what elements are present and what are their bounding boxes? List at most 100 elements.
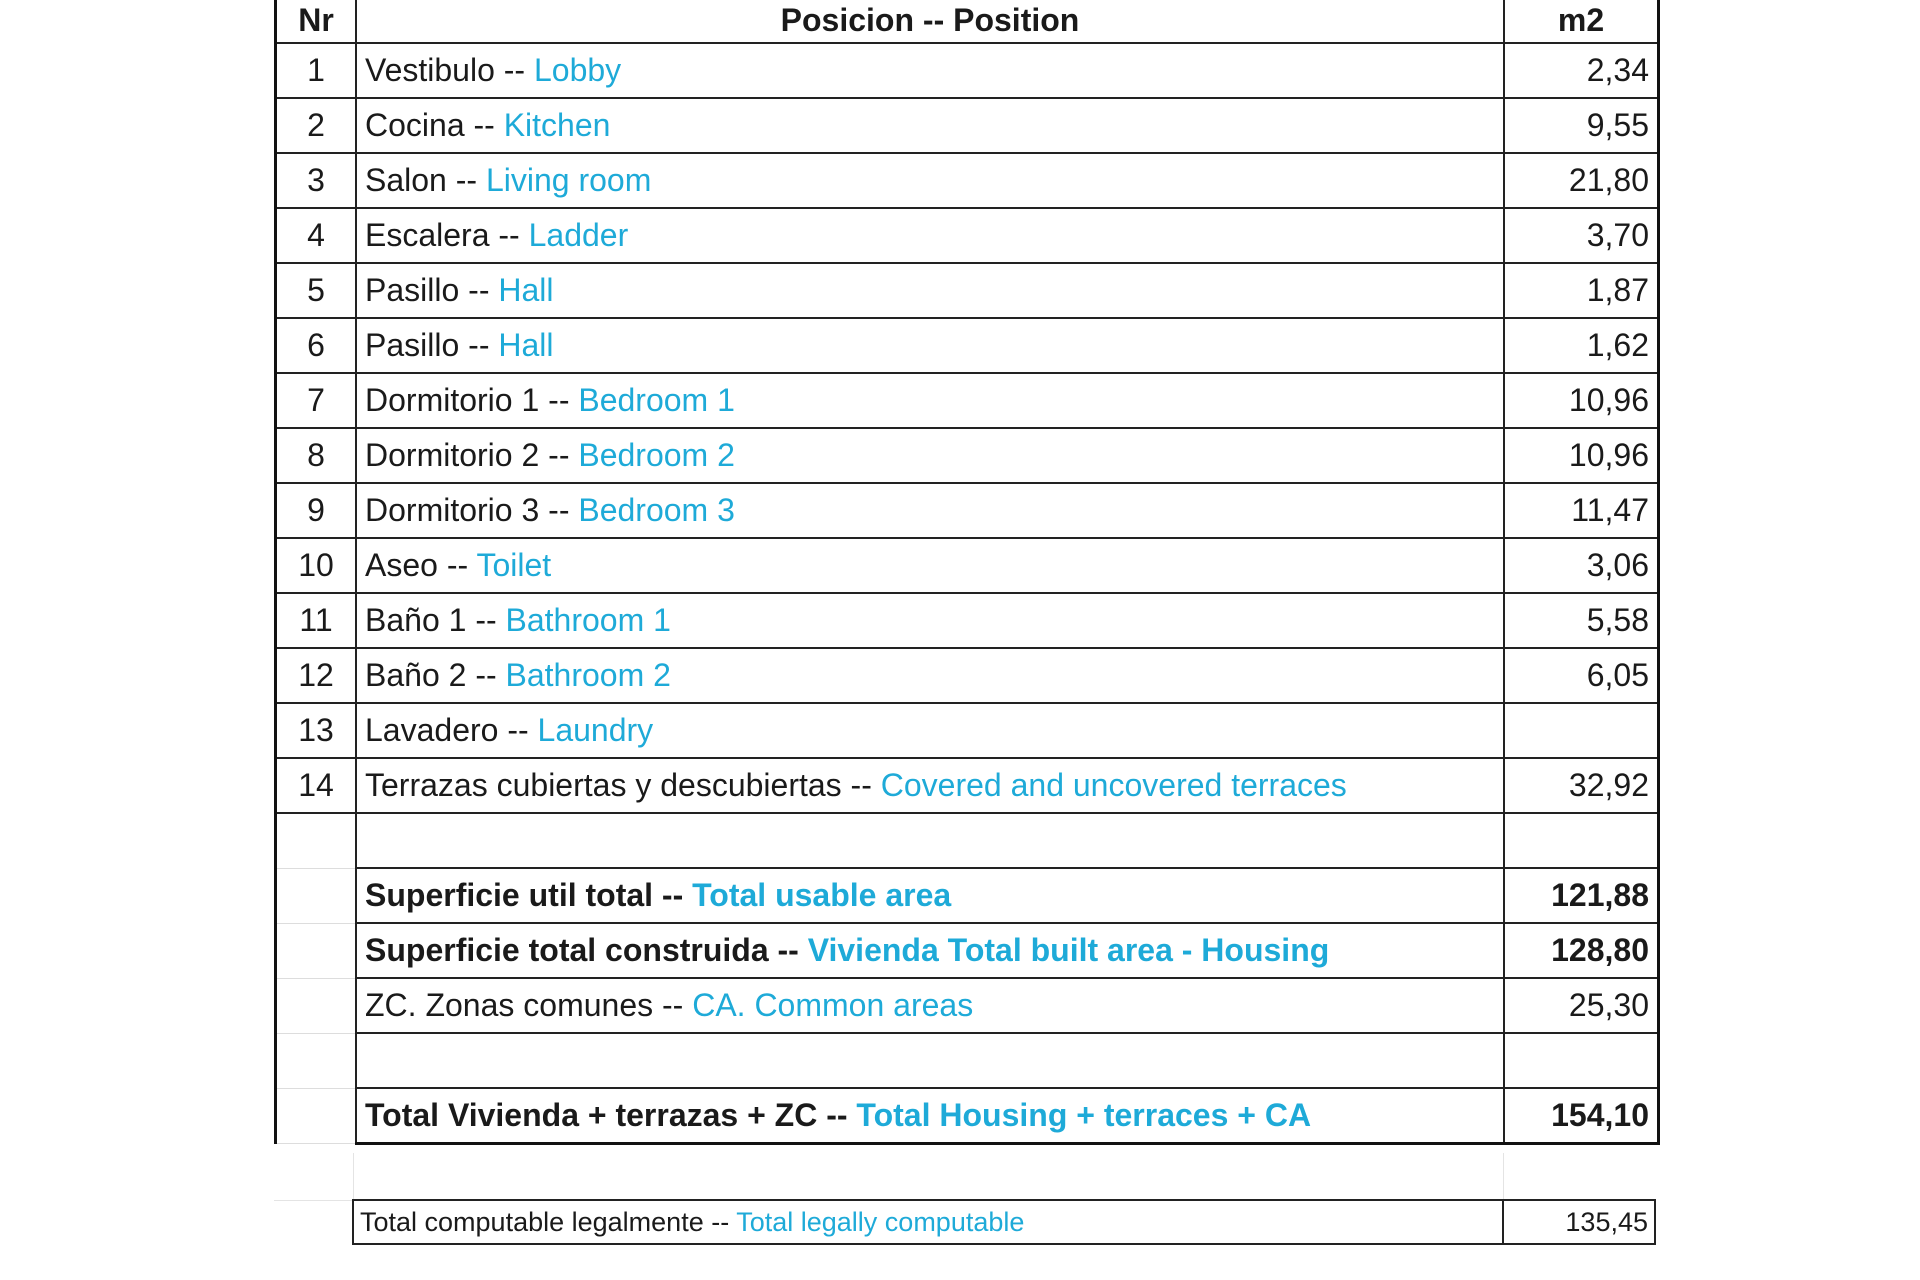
row-m2: 3,06 (1503, 537, 1660, 594)
table-row: 11 Baño 1 -- Bathroom 1 5,58 (274, 592, 1660, 649)
row-nr (274, 1032, 357, 1089)
label-es: Cocina -- (365, 107, 504, 143)
table-row: 13 Lavadero -- Laundry (274, 702, 1660, 759)
row-nr (274, 977, 357, 1034)
row-m2: 10,96 (1503, 427, 1660, 484)
legal-area-table: Total computable legalmente -- Total leg… (274, 1153, 1656, 1245)
row-position: Total Vivienda + terrazas + ZC -- Total … (355, 1087, 1505, 1145)
row-m2: 9,55 (1503, 97, 1660, 154)
row-m2: 21,80 (1503, 152, 1660, 209)
row-m2: 5,58 (1503, 592, 1660, 649)
label-en: Bathroom 2 (505, 657, 671, 693)
table-row: 12 Baño 2 -- Bathroom 2 6,05 (274, 647, 1660, 704)
header-row: Nr Posicion -- Position m2 (274, 0, 1660, 44)
room-area-table: Nr Posicion -- Position m2 1 Vestibulo --… (274, 0, 1660, 1145)
row-position: Superficie total construida -- Vivienda … (355, 922, 1505, 979)
legal-m2: 135,45 (1502, 1199, 1656, 1245)
label-es: Dormitorio 2 -- (365, 437, 579, 473)
row-position (355, 812, 1505, 869)
row-m2: 2,34 (1503, 42, 1660, 99)
row-m2: 121,88 (1503, 867, 1660, 924)
row-position: Vestibulo -- Lobby (355, 42, 1505, 99)
label-en: Laundry (537, 712, 654, 748)
label-en: Toilet (476, 547, 552, 583)
row-m2: 1,87 (1503, 262, 1660, 319)
row-nr: 9 (274, 482, 357, 539)
usable-area-row: Superficie util total -- Total usable ar… (274, 867, 1660, 924)
label-en: Total usable area (692, 877, 952, 913)
header-nr: Nr (274, 0, 357, 44)
blank-row (274, 1032, 1660, 1089)
row-position: Baño 2 -- Bathroom 2 (355, 647, 1505, 704)
row-nr: 2 (274, 97, 357, 154)
row-m2: 10,96 (1503, 372, 1660, 429)
label-en: Total Housing + terraces + CA (856, 1097, 1312, 1133)
table-row: 4 Escalera -- Ladder 3,70 (274, 207, 1660, 264)
legal-row: Total computable legalmente -- Total leg… (274, 1199, 1656, 1245)
label-en: Ladder (528, 217, 629, 253)
row-position: Salon -- Living room (355, 152, 1505, 209)
label-es: Terrazas cubiertas y descubiertas -- (365, 767, 881, 803)
row-nr: 5 (274, 262, 357, 319)
label-en: Lobby (533, 52, 622, 88)
label-es: Superficie util total -- (365, 877, 693, 913)
row-nr: 3 (274, 152, 357, 209)
table-row: 1 Vestibulo -- Lobby 2,34 (274, 42, 1660, 99)
label-en: Living room (485, 162, 652, 198)
row-nr (274, 922, 357, 979)
built-area-row: Superficie total construida -- Vivienda … (274, 922, 1660, 979)
label-en: Vivienda Total built area - Housing (807, 932, 1330, 968)
row-position: Superficie util total -- Total usable ar… (355, 867, 1505, 924)
row-m2: 6,05 (1503, 647, 1660, 704)
row-nr: 14 (274, 757, 357, 814)
label-es: Lavadero -- (365, 712, 538, 748)
row-position: Dormitorio 1 -- Bedroom 1 (355, 372, 1505, 429)
table-row: 10 Aseo -- Toilet 3,06 (274, 537, 1660, 594)
row-m2: 32,92 (1503, 757, 1660, 814)
row-position: Lavadero -- Laundry (355, 702, 1505, 759)
row-position: Terrazas cubiertas y descubiertas -- Cov… (355, 757, 1505, 814)
label-es: Vestibulo -- (365, 52, 534, 88)
label-es: Pasillo -- (365, 327, 499, 363)
row-position: Pasillo -- Hall (355, 317, 1505, 374)
row-m2 (1503, 1032, 1660, 1089)
legal-label-en: Total legally computable (736, 1206, 1025, 1237)
row-m2: 25,30 (1503, 977, 1660, 1034)
label-en: Bathroom 1 (505, 602, 671, 638)
label-es: ZC. Zonas comunes -- (365, 987, 693, 1023)
table-row: 2 Cocina -- Kitchen 9,55 (274, 97, 1660, 154)
table-row: 5 Pasillo -- Hall 1,87 (274, 262, 1660, 319)
row-nr: 11 (274, 592, 357, 649)
row-nr: 1 (274, 42, 357, 99)
row-position: Pasillo -- Hall (355, 262, 1505, 319)
table-row: 6 Pasillo -- Hall 1,62 (274, 317, 1660, 374)
spacer-row (274, 1153, 1655, 1201)
label-es: Dormitorio 1 -- (365, 382, 579, 418)
label-es: Dormitorio 3 -- (365, 492, 579, 528)
label-es: Baño 1 -- (365, 602, 506, 638)
label-en: Kitchen (503, 107, 611, 143)
label-en: CA. Common areas (692, 987, 974, 1023)
row-nr (274, 867, 357, 924)
label-en: Bedroom 3 (578, 492, 735, 528)
row-position: Dormitorio 2 -- Bedroom 2 (355, 427, 1505, 484)
label-en: Hall (498, 272, 554, 308)
label-en: Bedroom 1 (578, 382, 735, 418)
table-row: 9 Dormitorio 3 -- Bedroom 3 11,47 (274, 482, 1660, 539)
label-en: Bedroom 2 (578, 437, 735, 473)
row-position: Baño 1 -- Bathroom 1 (355, 592, 1505, 649)
row-nr: 7 (274, 372, 357, 429)
legal-label-es: Total computable legalmente -- (360, 1206, 737, 1237)
row-m2: 11,47 (1503, 482, 1660, 539)
table-row: 14 Terrazas cubiertas y descubiertas -- C… (274, 757, 1660, 814)
label-es: Total Vivienda + terrazas + ZC -- (365, 1097, 857, 1133)
label-es: Salon -- (365, 162, 486, 198)
row-nr: 8 (274, 427, 357, 484)
row-m2: 3,70 (1503, 207, 1660, 264)
table-row: 3 Salon -- Living room 21,80 (274, 152, 1660, 209)
row-m2: 128,80 (1503, 922, 1660, 979)
row-m2 (1503, 702, 1660, 759)
row-position: Cocina -- Kitchen (355, 97, 1505, 154)
row-position: ZC. Zonas comunes -- CA. Common areas (355, 977, 1505, 1034)
row-m2 (1503, 812, 1660, 869)
